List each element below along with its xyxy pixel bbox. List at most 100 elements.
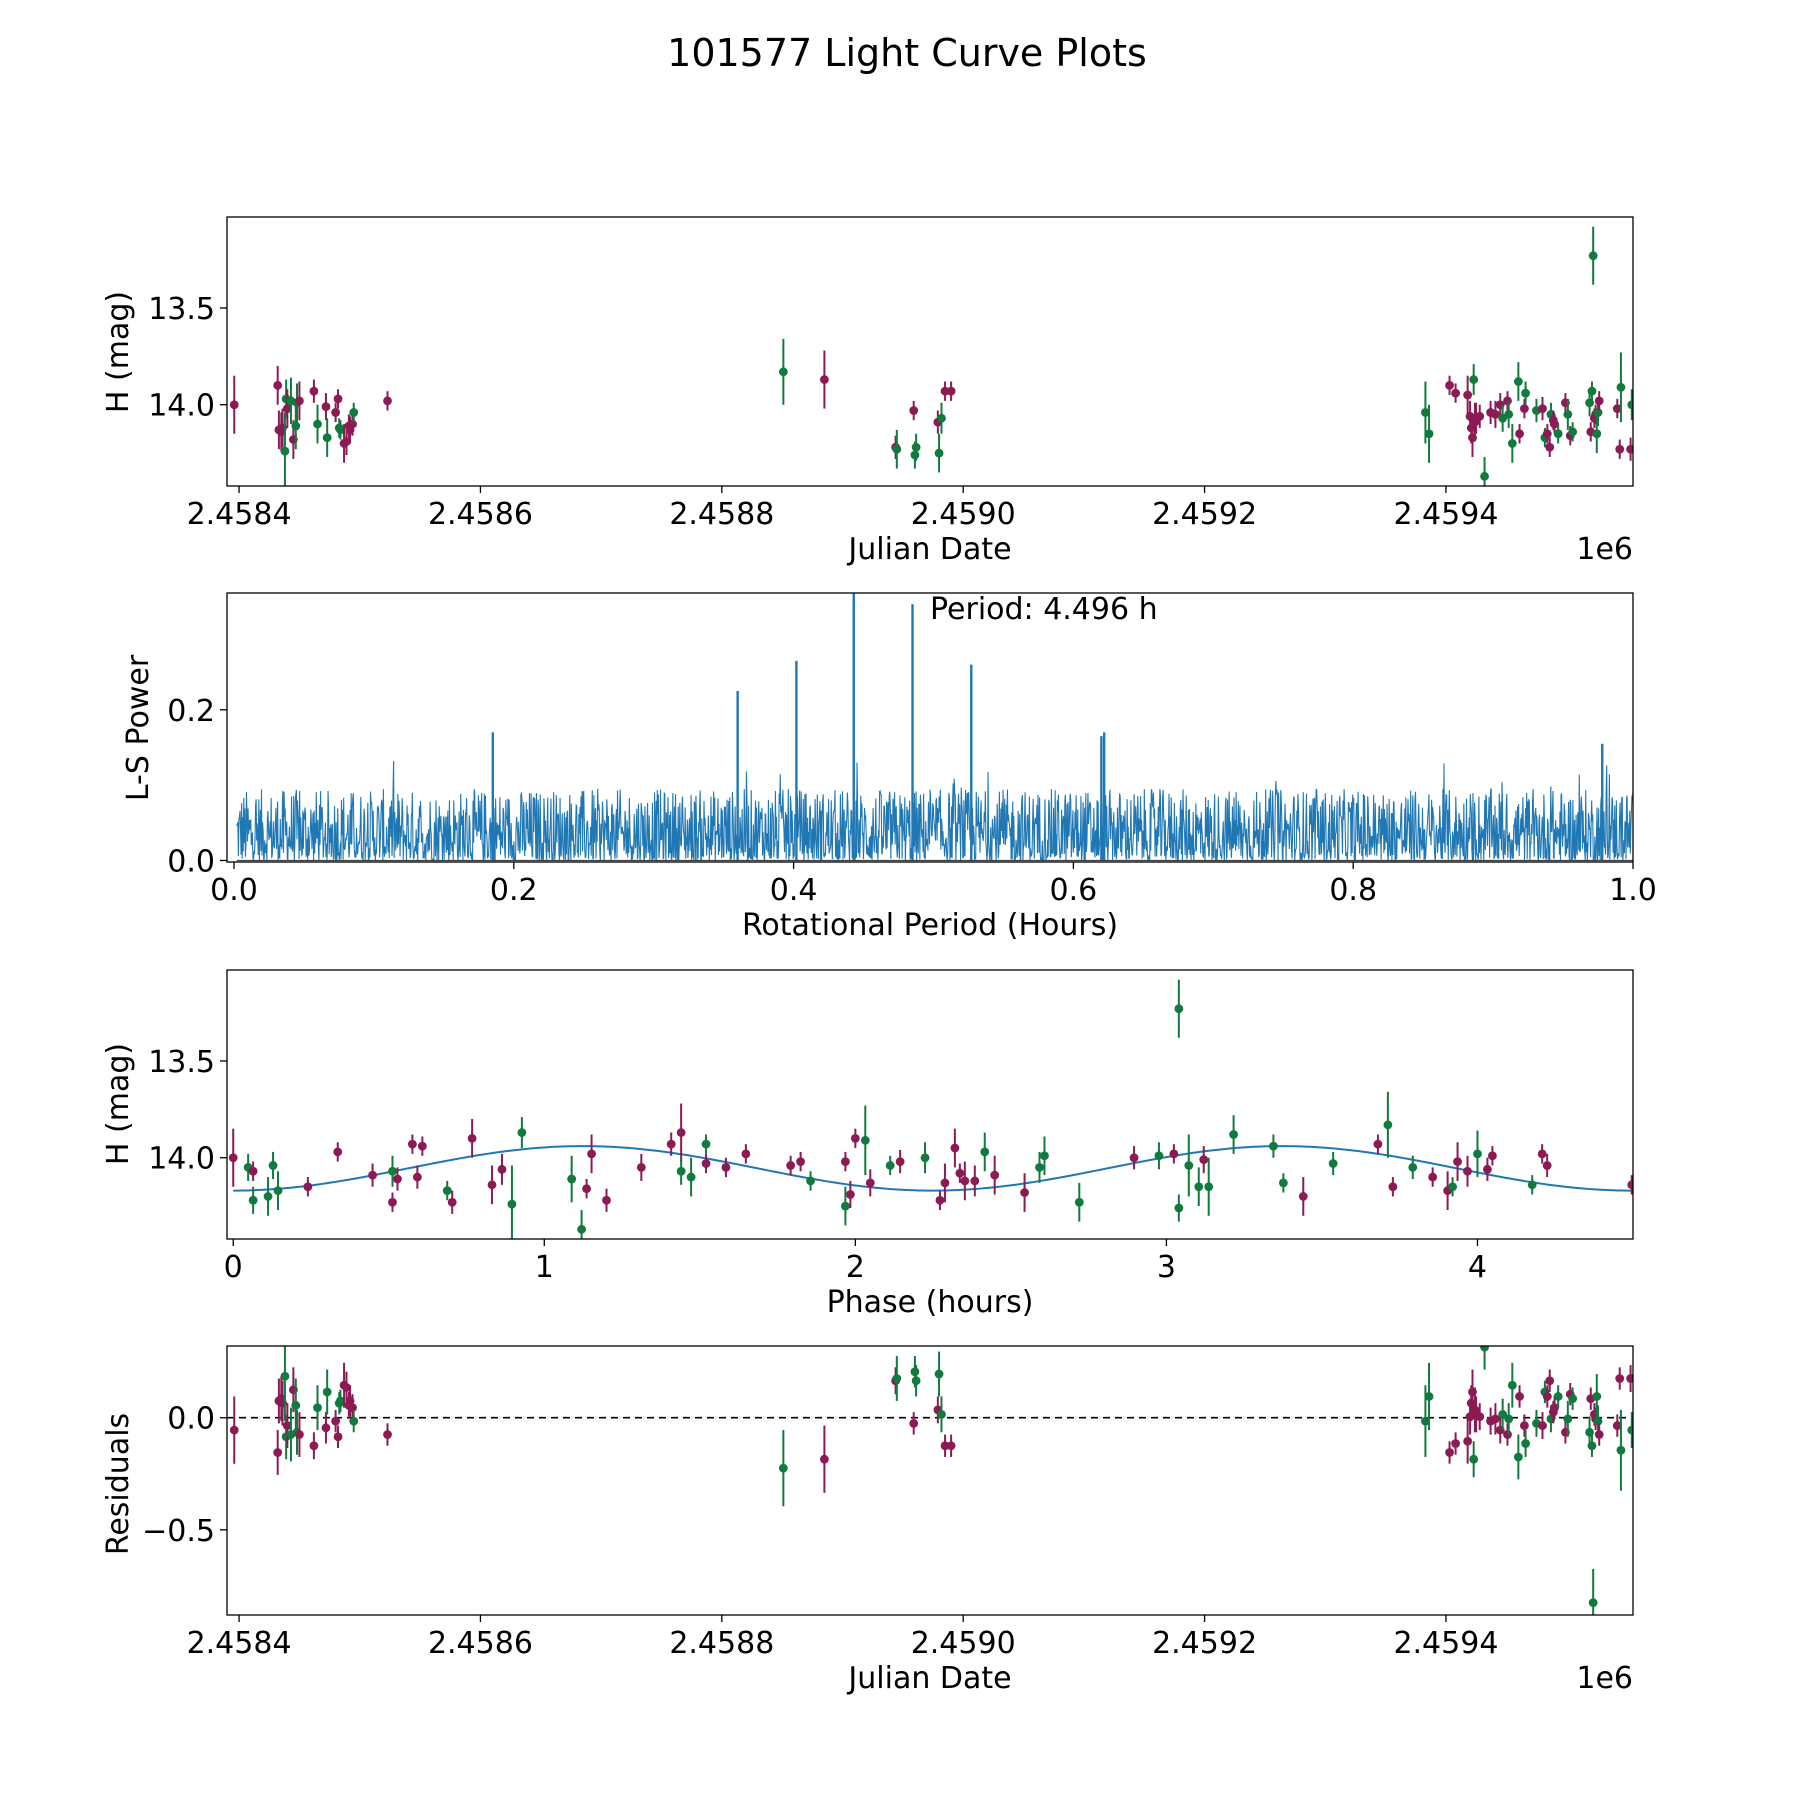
data-point <box>1269 1141 1278 1151</box>
data-point <box>946 1441 956 1451</box>
lightcurve-x-axis-label: Julian Date <box>846 532 1011 567</box>
y-tick-label: 14.0 <box>148 389 215 424</box>
data-point <box>1545 1376 1555 1386</box>
data-point <box>970 1176 980 1186</box>
data-point <box>407 1139 417 1149</box>
phased-x-axis-label: Phase (hours) <box>827 1285 1034 1320</box>
data-point <box>892 444 902 454</box>
data-point <box>229 400 239 410</box>
data-point <box>383 396 392 406</box>
periodogram-y-axis-label: L-S Power <box>121 654 156 801</box>
data-point <box>1585 1427 1594 1437</box>
data-point <box>845 1190 855 1199</box>
data-point <box>721 1162 731 1172</box>
data-point <box>940 1441 950 1451</box>
data-point <box>892 1374 902 1383</box>
data-point <box>383 1430 392 1439</box>
x-tick-label: 2.4594 <box>1393 1626 1498 1661</box>
data-point <box>1483 1164 1492 1174</box>
phased-plot-area <box>228 979 1633 1239</box>
data-point <box>865 1178 875 1188</box>
data-point <box>806 1176 815 1186</box>
lightcurve-axes-frame <box>226 216 1634 487</box>
data-point <box>295 1430 304 1439</box>
data-point <box>497 1164 507 1174</box>
data-point <box>1469 1454 1479 1464</box>
data-point <box>1388 1182 1398 1192</box>
power-spectrum-line <box>236 761 1633 862</box>
y-tick-label: 13.5 <box>148 1045 215 1080</box>
data-point <box>741 1149 751 1159</box>
data-point <box>1513 377 1523 386</box>
data-point <box>336 1396 345 1406</box>
data-point <box>280 446 290 456</box>
data-point <box>1469 375 1479 384</box>
data-point <box>309 386 319 396</box>
data-point <box>1615 444 1625 454</box>
periodogram-xticks: 0.0 0.2 0.4 0.6 0.8 1.0 <box>210 862 1657 908</box>
data-point <box>1519 404 1529 413</box>
data-point <box>291 1401 301 1410</box>
data-point <box>1328 1159 1338 1168</box>
data-point <box>1174 1004 1184 1014</box>
phased-yticks: 14.0 13.5 <box>148 1045 227 1177</box>
data-point <box>1538 404 1547 413</box>
data-point <box>1527 1180 1537 1190</box>
data-point <box>1627 1425 1633 1435</box>
data-point <box>1503 396 1512 406</box>
data-point <box>850 1133 860 1143</box>
data-point <box>1204 1182 1214 1192</box>
data-point <box>248 1195 258 1205</box>
data-point <box>342 1383 351 1392</box>
data-point <box>1424 1392 1434 1401</box>
data-point <box>778 367 788 377</box>
data-point <box>910 1367 920 1377</box>
data-point <box>1229 1130 1238 1139</box>
phased-xticks: 0 1 2 3 4 <box>224 1239 1487 1285</box>
data-point <box>885 1161 895 1170</box>
data-point <box>333 1147 343 1157</box>
clipped-marks <box>236 593 1633 862</box>
data-point <box>1521 1439 1530 1448</box>
data-point <box>1553 429 1563 439</box>
data-point <box>1553 1392 1563 1401</box>
data-point <box>1169 1149 1179 1159</box>
data-point <box>676 1166 686 1176</box>
data-point <box>1451 388 1460 398</box>
data-point <box>268 1161 278 1170</box>
x-tick-label: 2.4592 <box>1152 1626 1257 1661</box>
data-point <box>1453 1157 1462 1166</box>
data-point <box>1612 404 1622 413</box>
data-point <box>273 380 283 390</box>
y-tick-label: −0.5 <box>142 1514 215 1549</box>
data-point <box>1593 1416 1603 1426</box>
data-point <box>1445 1448 1454 1457</box>
data-point <box>447 1197 457 1207</box>
data-point <box>1592 429 1602 439</box>
data-point <box>412 1172 422 1182</box>
data-point <box>980 1147 990 1157</box>
data-point <box>1074 1197 1084 1207</box>
data-point <box>1542 429 1552 439</box>
x-tick-label: 2.4586 <box>428 1626 533 1661</box>
data-point <box>303 1182 313 1192</box>
data-point <box>1194 1182 1204 1192</box>
data-point <box>686 1172 696 1182</box>
lightcurve-offset-label: 1e6 <box>1576 532 1633 567</box>
data-point <box>1568 1394 1578 1404</box>
data-point <box>911 442 921 452</box>
data-point <box>940 386 950 396</box>
data-point <box>1507 439 1517 448</box>
data-point <box>676 1128 686 1137</box>
data-point <box>1475 411 1485 421</box>
data-point <box>860 1135 870 1145</box>
data-point <box>1515 429 1524 439</box>
x-tick-label: 2.4588 <box>669 1626 774 1661</box>
lightcurve-xticks: 2.4584 2.4586 2.4588 2.4590 2.4592 2.4594 <box>187 486 1498 532</box>
data-point <box>1463 1436 1473 1446</box>
data-point <box>840 1157 850 1166</box>
data-point <box>937 413 946 423</box>
data-point <box>582 1184 591 1194</box>
data-point <box>1278 1178 1288 1188</box>
data-point <box>602 1195 611 1205</box>
